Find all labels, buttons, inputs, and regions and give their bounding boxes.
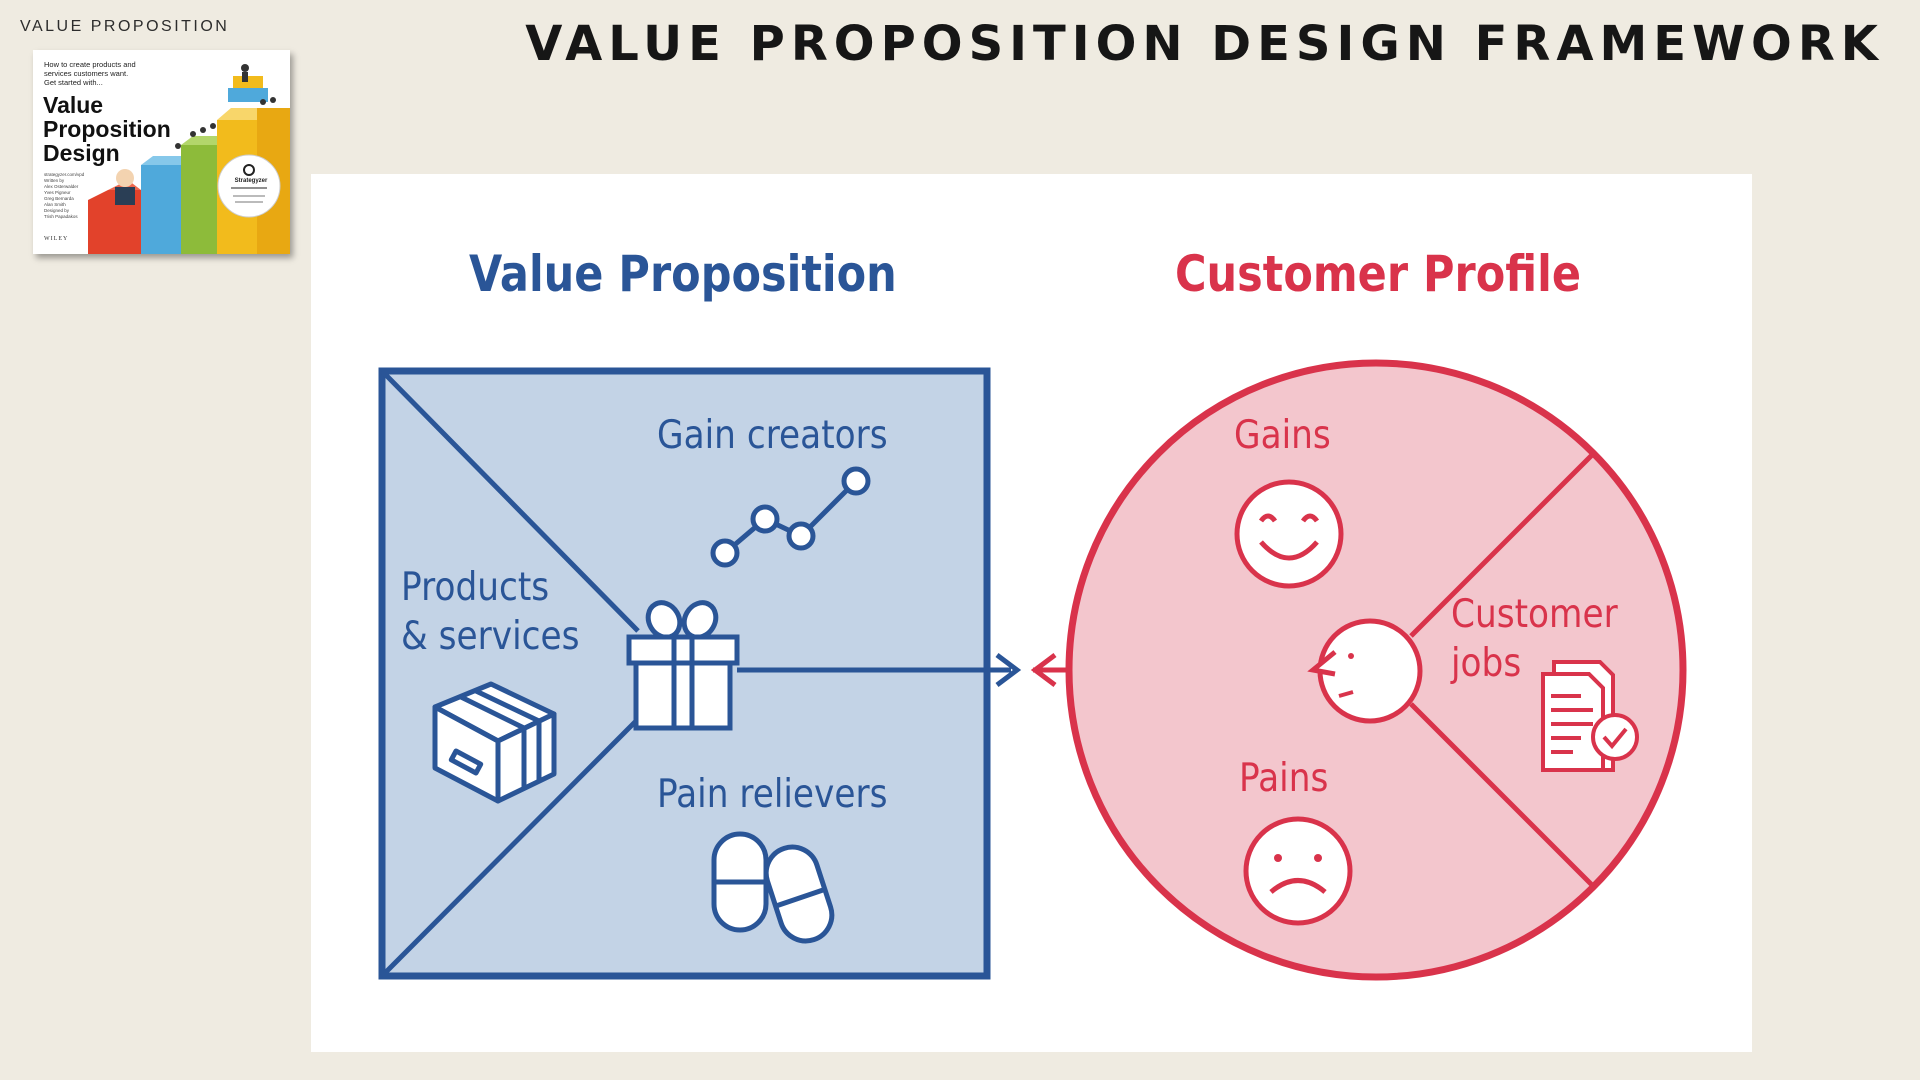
- pain-relievers-label: Pain relievers: [657, 772, 888, 817]
- products-services-label-line2: & services: [401, 614, 580, 659]
- sad-face-icon: [1243, 816, 1353, 926]
- book-cover-image: How to create products and services cust…: [33, 50, 290, 254]
- book-tagline: How to create products and services cust…: [44, 60, 136, 87]
- page-title: VALUE PROPOSITION DESIGN FRAMEWORK: [525, 16, 1884, 72]
- book-title: Value Proposition Design: [43, 92, 171, 166]
- canvas-graphics: [378, 359, 1687, 981]
- products-services-label-line1: Products: [401, 565, 550, 610]
- book-series-badge: Strategyzer: [234, 178, 268, 184]
- customer-profile-title: Customer Profile: [1175, 245, 1582, 303]
- pills-icon: [711, 831, 835, 944]
- customer-jobs-label-line1: Customer: [1451, 592, 1618, 637]
- book-authors: strategyzer.com/vpd Written by Alex Oste…: [44, 172, 85, 219]
- document-check-icon: [1541, 660, 1639, 772]
- customer-face-icon: [1307, 618, 1423, 724]
- happy-face-icon: [1234, 479, 1344, 589]
- customer-jobs-label-line2: jobs: [1451, 641, 1522, 686]
- value-proposition-title: Value Proposition: [469, 245, 897, 303]
- book-cover-illustration: [88, 64, 290, 254]
- gains-label: Gains: [1234, 413, 1331, 458]
- package-icon: [432, 681, 557, 804]
- value-proposition-canvas: Value Proposition Customer Profile Gain …: [311, 174, 1752, 1052]
- pains-label: Pains: [1239, 756, 1329, 801]
- section-label: VALUE PROPOSITION: [20, 18, 230, 35]
- book-publisher: WILEY: [44, 236, 69, 242]
- trend-line-icon: [710, 466, 871, 568]
- gift-icon: [626, 600, 740, 731]
- gain-creators-label: Gain creators: [657, 413, 888, 458]
